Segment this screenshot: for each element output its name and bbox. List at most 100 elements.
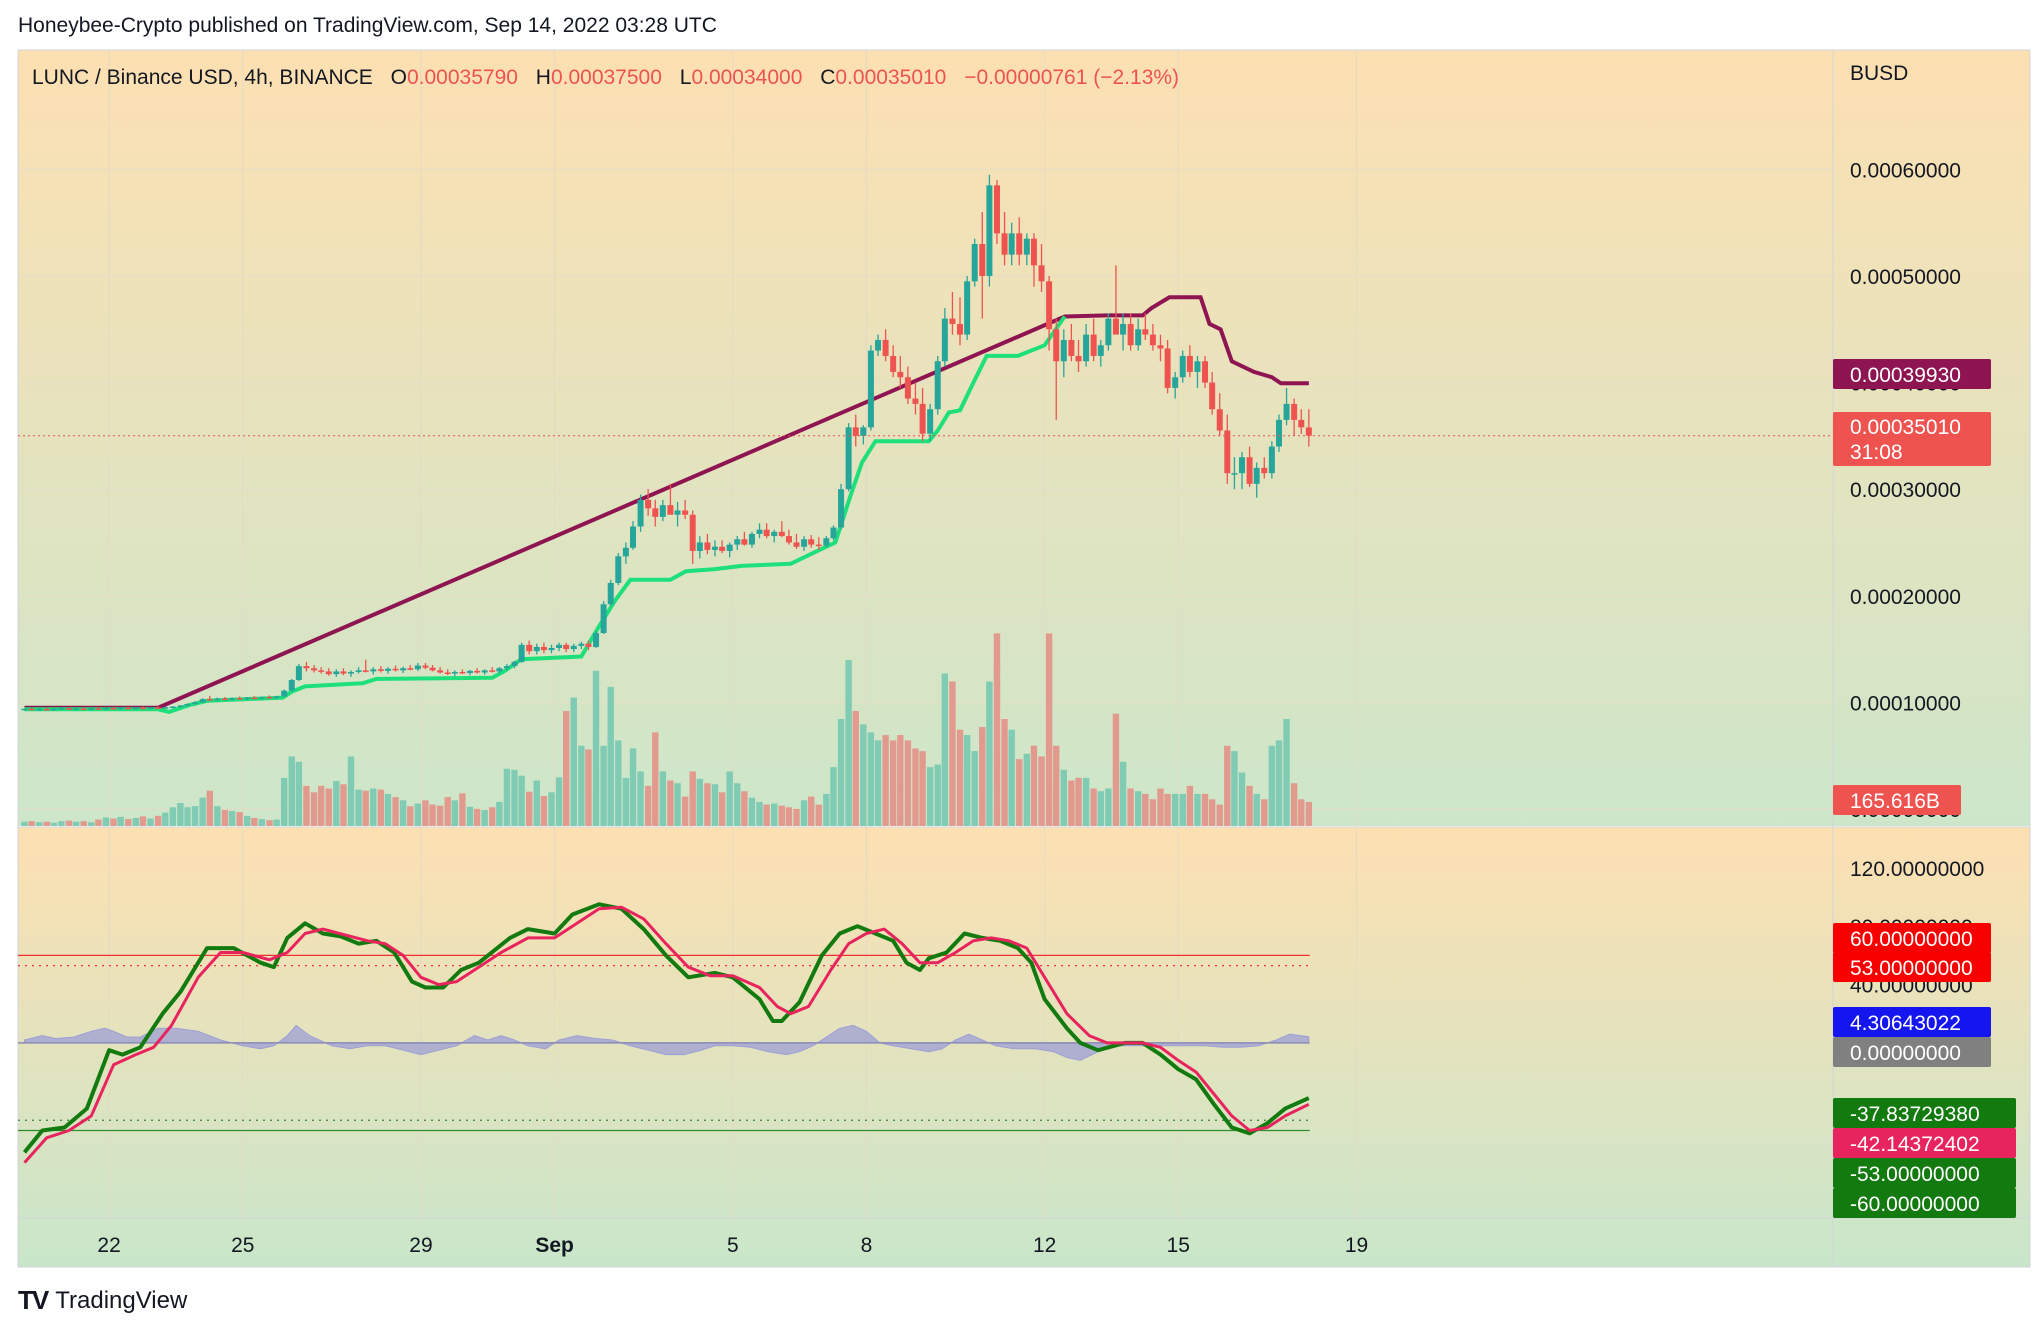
chart-svg[interactable]: LUNC / Binance USD, 4h, BINANCE O0.00035…: [0, 0, 2043, 1280]
footer-brand[interactable]: TV TradingView: [18, 1285, 187, 1316]
low-label: L: [680, 66, 692, 89]
candle: [1253, 462, 1260, 498]
volume-bar: [652, 732, 659, 826]
volume-bar: [949, 681, 956, 826]
volume-bar: [1030, 745, 1038, 826]
candle: [311, 665, 318, 673]
candle: [206, 695, 213, 701]
open-value: 0.00035790: [407, 66, 518, 89]
volume-bar: [340, 784, 347, 826]
candle: [21, 708, 28, 711]
candle: [1291, 398, 1298, 436]
candle: [1261, 457, 1268, 479]
candle: [333, 669, 340, 677]
volume-bar: [333, 781, 340, 826]
volume-bar: [540, 796, 548, 826]
volume-bar: [941, 673, 949, 826]
price-tick-label: 0.00050000: [1850, 266, 1961, 289]
candle: [1305, 409, 1312, 447]
volume-bar: [370, 788, 377, 826]
volume-bar: [139, 816, 147, 826]
candle: [117, 707, 124, 710]
volume-bar: [303, 785, 310, 826]
candle: [637, 494, 644, 532]
candle: [80, 707, 87, 711]
candle: [162, 706, 169, 709]
osc-zero-badge: 0.00000000: [1833, 1037, 1991, 1067]
candle: [696, 536, 703, 559]
volume-bar: [1298, 799, 1305, 826]
volume-bar: [65, 820, 73, 826]
volume-bar: [1053, 745, 1060, 826]
candle: [1001, 212, 1008, 266]
candle: [281, 689, 288, 698]
candle: [912, 382, 919, 415]
volume-bar: [1045, 633, 1053, 826]
volume-bar: [473, 808, 481, 826]
candle: [1149, 323, 1156, 351]
volume-bar: [496, 801, 503, 826]
candle: [949, 291, 956, 335]
volume-bar: [526, 791, 533, 826]
trail-resistance-line: [24, 295, 1309, 710]
candle: [979, 212, 986, 319]
candle: [904, 366, 911, 404]
volume-bar: [1208, 799, 1216, 826]
oscillator-d-line: [23, 905, 1310, 1164]
svg-text:-53.00000000: -53.00000000: [1850, 1163, 1980, 1186]
candle: [756, 523, 763, 539]
candle: [110, 706, 117, 710]
candle: [244, 697, 251, 701]
publisher-line: Honeybee-Crypto published on TradingView…: [18, 14, 717, 37]
candle: [36, 708, 43, 711]
candle: [645, 489, 652, 516]
volume-bar: [852, 710, 859, 826]
price-pane-background: [18, 50, 2030, 826]
volume-bar: [600, 745, 607, 826]
oscillator-tick-label: 120.00000000: [1850, 858, 1984, 881]
volume-bar: [1119, 761, 1127, 826]
last-price-badge: 0.00035010 31:08: [1833, 412, 1991, 466]
candle: [444, 669, 451, 676]
candle: [993, 180, 1000, 244]
volume-bar: [644, 785, 652, 826]
volume-bar: [1231, 751, 1238, 826]
volume-bar: [80, 821, 87, 826]
volume-bar: [325, 788, 332, 826]
volume-bar: [169, 807, 177, 826]
candle: [711, 540, 718, 557]
volume-bar: [1105, 788, 1112, 826]
volume-bar: [72, 821, 80, 826]
candle: [1239, 451, 1246, 490]
candle: [1060, 329, 1067, 378]
volume-bar: [741, 791, 748, 826]
candle: [414, 662, 421, 671]
candle: [1194, 355, 1201, 388]
volume-bar: [667, 780, 674, 826]
candle: [192, 701, 199, 706]
volume-bar: [110, 818, 117, 826]
trail-support-line: [24, 315, 1067, 714]
candle: [763, 523, 770, 539]
candle: [941, 307, 948, 367]
price-tick-label: 0.00020000: [1850, 586, 1961, 609]
candle: [489, 667, 496, 673]
candle: [585, 640, 592, 651]
volume-bar: [1135, 791, 1142, 826]
svg-text:31:08: 31:08: [1850, 441, 1903, 464]
candle: [50, 708, 57, 711]
candle: [451, 670, 458, 677]
volume-bar: [1164, 793, 1171, 826]
volume-bar: [50, 822, 58, 826]
candle: [778, 521, 785, 538]
volume-bar: [236, 812, 243, 826]
time-tick-label: 29: [409, 1234, 432, 1257]
candle: [882, 329, 889, 362]
volume-bar: [177, 802, 184, 826]
candle: [1283, 387, 1290, 426]
candle: [845, 423, 852, 492]
candle: [964, 275, 971, 340]
candle: [570, 643, 577, 653]
candle: [548, 644, 555, 654]
volume-bar: [555, 777, 563, 826]
